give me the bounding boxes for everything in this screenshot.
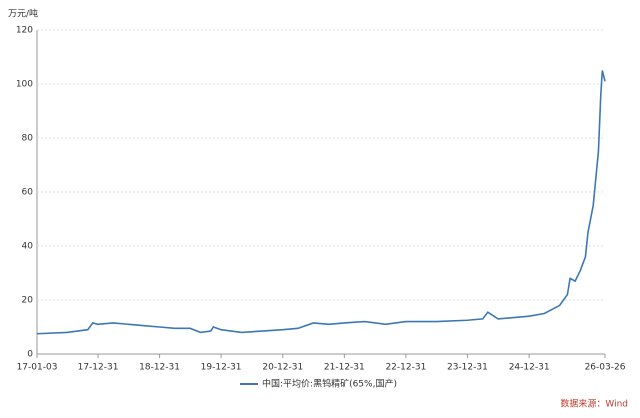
legend-label: 中国:平均价:黑钨精矿(65%,国产) — [262, 378, 397, 390]
source: 数据来源：Wind — [560, 398, 628, 410]
x-tick-label: 24-12-31 — [509, 363, 550, 373]
x-tick-label: 20-12-31 — [262, 363, 303, 373]
line — [36, 70, 606, 335]
x-tick-label: 21-12-31 — [324, 363, 365, 373]
x-tick-label: 17-01-03 — [17, 363, 58, 373]
y-unit: 万元/吨 — [8, 8, 38, 20]
y-tick-label: 120 — [16, 26, 33, 36]
y-tick-label: 100 — [16, 80, 33, 90]
y-tick-label: 20 — [22, 296, 34, 306]
y-tick-label: 60 — [22, 188, 34, 198]
x-tick-label: 26-03-26 — [585, 363, 626, 373]
y-tick-label: 40 — [22, 242, 34, 252]
x-tick-label: 17-12-31 — [78, 363, 119, 373]
y-tick-label: 0 — [27, 350, 33, 360]
x-tick-label: 19-12-31 — [201, 363, 242, 373]
y-tick-label: 80 — [22, 134, 34, 144]
x-tick-label: 18-12-31 — [139, 363, 180, 373]
x-tick-label: 22-12-31 — [385, 363, 426, 373]
x-tick-label: 23-12-31 — [447, 363, 488, 373]
